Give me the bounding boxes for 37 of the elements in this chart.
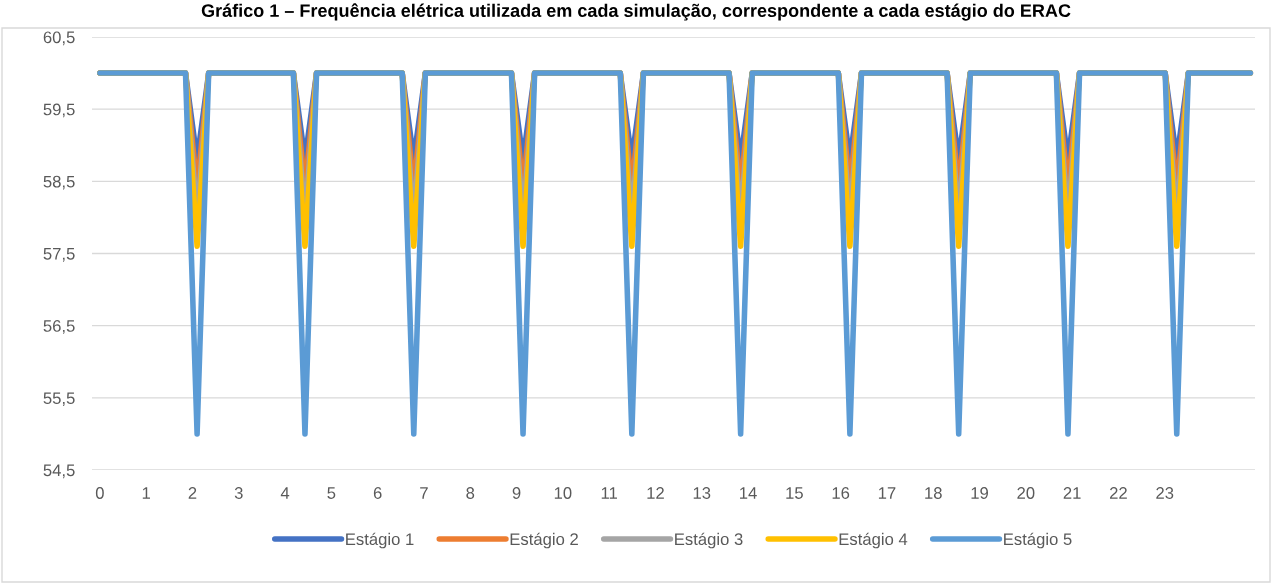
- x-tick-label: 1: [142, 487, 150, 499]
- x-tick-label: 17: [878, 487, 896, 499]
- legend-label: Estágio 4: [839, 532, 908, 549]
- chart-title: Gráfico 1 – Frequência elétrica utilizada em cada simulação, correspondente a cada estágio do ERAC: [201, 3, 1071, 21]
- x-tick-label: 22: [1109, 487, 1127, 499]
- legend-label: Estágio 5: [1004, 532, 1072, 549]
- x-tick-label: 8: [466, 487, 475, 499]
- x-tick-label: 4: [280, 487, 290, 499]
- x-tick-label: 6: [373, 487, 382, 499]
- legend-label: Estágio 1: [346, 532, 414, 549]
- x-tick-label: 10: [554, 487, 572, 499]
- x-tick-label: 9: [512, 487, 521, 499]
- y-tick-label: 56,5: [43, 320, 75, 334]
- y-tick-label: 54,5: [43, 464, 75, 479]
- x-tick-label: 15: [786, 487, 803, 499]
- x-tick-label: 16: [832, 487, 850, 499]
- legend-label: Estágio 2: [510, 532, 578, 549]
- x-tick-label: 13: [693, 487, 711, 499]
- y-tick-label: 55,5: [43, 392, 75, 407]
- legend-label: Estágio 3: [675, 532, 743, 549]
- y-tick-label: 60,5: [43, 31, 75, 46]
- x-tick-label: 14: [740, 487, 757, 499]
- y-tick-label: 58,5: [43, 175, 75, 190]
- x-tick-label: 5: [327, 487, 336, 499]
- x-tick-label: 11: [601, 487, 617, 499]
- x-tick-label: 3: [234, 487, 243, 499]
- x-tick-label: 23: [1156, 487, 1174, 499]
- x-tick-label: 20: [1017, 487, 1035, 499]
- x-tick-label: 2: [188, 487, 197, 499]
- y-tick-label: 59,5: [43, 103, 75, 118]
- x-tick-label: 7: [420, 487, 428, 499]
- x-tick-label: 12: [647, 487, 664, 499]
- x-tick-label: 18: [925, 487, 942, 499]
- x-tick-label: 0: [95, 487, 104, 499]
- y-tick-label: 57,5: [43, 248, 75, 262]
- x-tick-label: 21: [1063, 487, 1081, 499]
- x-tick-label: 19: [971, 487, 989, 499]
